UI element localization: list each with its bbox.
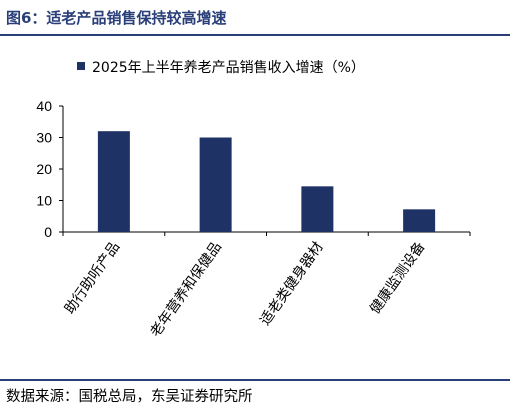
footer-divider bbox=[0, 379, 510, 381]
y-tick-label: 20 bbox=[36, 161, 52, 177]
y-tick-label: 10 bbox=[36, 193, 52, 209]
y-tick-label: 40 bbox=[36, 98, 52, 114]
bar bbox=[301, 186, 334, 232]
chart-legend: 2025年上半年养老产品销售收入增速（%） bbox=[77, 60, 365, 76]
legend-swatch bbox=[77, 62, 85, 70]
figure-title: 图6：适老产品销售保持较高增速 bbox=[6, 9, 227, 27]
title-divider bbox=[0, 34, 510, 36]
y-tick-label: 0 bbox=[44, 224, 52, 240]
source-note: 数据来源：国税总局，东吴证券研究所 bbox=[6, 389, 253, 405]
bar bbox=[199, 137, 232, 232]
x-category-label: 助行助听产品 bbox=[62, 239, 123, 317]
plot-area: 0 10 20 30 40 助行助听产品 老年营养和保健品 适老类健身器材 健康监测设备 bbox=[36, 98, 471, 340]
bar bbox=[97, 131, 130, 232]
bar bbox=[403, 209, 436, 232]
legend-label: 2025年上半年养老产品销售收入增速（%） bbox=[92, 60, 365, 76]
y-tick-label: 30 bbox=[36, 130, 52, 146]
bar-chart: 2025年上半年养老产品销售收入增速（%） 0 10 20 30 40 助行助听产品 老年营… bbox=[36, 60, 471, 340]
x-category-label: 老年营养和保健品 bbox=[148, 239, 225, 340]
x-category-label: 适老类健身器材 bbox=[257, 239, 326, 328]
x-category-label: 健康监测设备 bbox=[366, 239, 428, 318]
